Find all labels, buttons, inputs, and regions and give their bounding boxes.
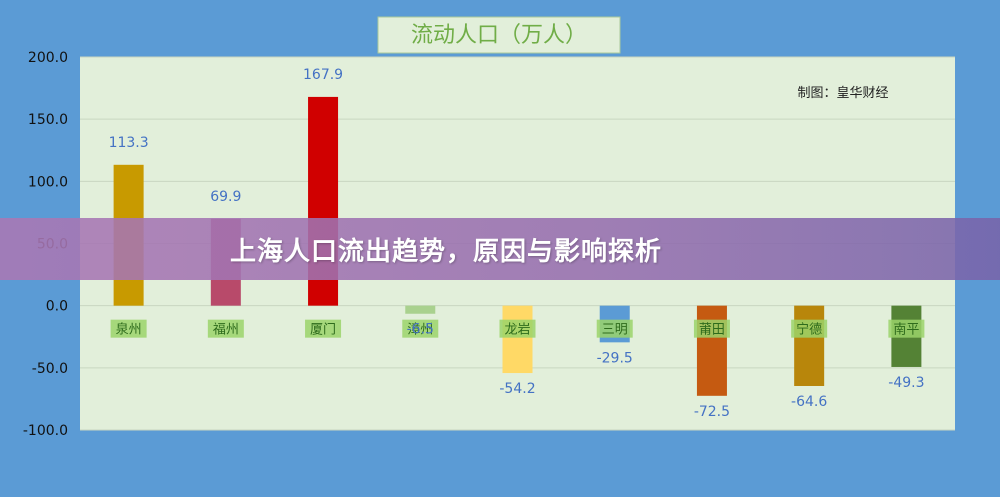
y-tick-label: -50.0 — [32, 361, 68, 377]
value-label: 69.9 — [210, 189, 241, 205]
category-label-bg — [596, 319, 633, 338]
value-label: -49.3 — [888, 375, 924, 391]
category-label-bg — [305, 319, 342, 338]
bar — [696, 305, 727, 396]
category-label-bg — [693, 319, 730, 338]
value-labels: 113.3 69.9 167.9 -6.5 -54.2 -29.5 -72.5 -64.6 -4… — [109, 67, 925, 420]
value-label: -6.5 — [407, 322, 434, 338]
category-label: 福州 — [213, 323, 239, 338]
value-label: -54.2 — [499, 381, 535, 397]
y-tick-label: 150.0 — [28, 112, 68, 128]
category-label: 宁德 — [796, 322, 822, 338]
chart-title: 流动人口（万人） — [411, 23, 587, 48]
category-label: 南平 — [893, 322, 919, 338]
y-tick-label: 200.0 — [28, 50, 68, 66]
y-tick-label: 0.0 — [46, 299, 68, 315]
chart-annotation: 制图：皇华财经 — [797, 86, 888, 101]
category-label: 厦门 — [310, 323, 336, 338]
bar — [794, 305, 825, 386]
value-label: -72.5 — [694, 404, 730, 420]
value-label: -29.5 — [597, 350, 633, 366]
category-label: 泉州 — [116, 322, 142, 338]
chart-title-box — [377, 16, 621, 54]
headline-banner: 上海人口流出趋势，原因与影响探析 — [0, 218, 1000, 280]
category-label-bg — [791, 319, 828, 338]
bar — [502, 305, 533, 374]
value-label: -64.6 — [791, 394, 827, 410]
category-label: 漳州 — [407, 322, 433, 338]
headline-text: 上海人口流出趋势，原因与影响探析 — [230, 236, 663, 267]
category-labels: 泉州 福州 厦门 漳州 龙岩 三明 莆田 宁德 南平 — [110, 319, 925, 338]
y-tick-label: 100.0 — [28, 174, 68, 190]
y-tick-label: -100.0 — [23, 423, 68, 439]
value-label: 113.3 — [109, 135, 149, 151]
category-label-bg — [207, 319, 244, 338]
category-label: 三明 — [602, 323, 628, 338]
category-label-bg — [110, 319, 147, 338]
value-label: 167.9 — [303, 67, 343, 83]
category-label: 龙岩 — [504, 323, 530, 338]
category-label-bg — [499, 319, 536, 338]
bar — [405, 305, 436, 314]
category-label-bg — [888, 319, 925, 338]
category-label-bg — [402, 319, 439, 338]
category-label: 莆田 — [699, 323, 725, 338]
